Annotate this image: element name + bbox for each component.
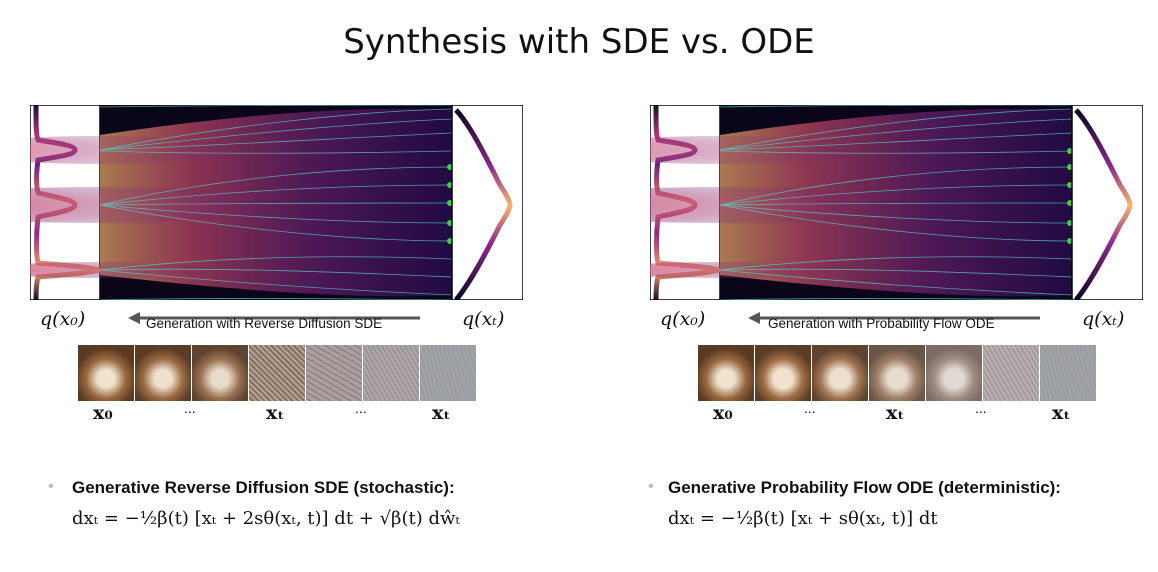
generation-arrow bbox=[748, 312, 1040, 324]
noise-density-box bbox=[451, 105, 523, 300]
strip-ellipsis: ... bbox=[355, 400, 367, 416]
arrow-label: Generation with Probability Flow ODE bbox=[768, 316, 995, 331]
sde-heading: Generative Reverse Diffusion SDE (stocha… bbox=[72, 478, 455, 497]
strip-ellipsis: ... bbox=[975, 400, 987, 416]
image-strip bbox=[698, 345, 1096, 401]
stream-lines bbox=[719, 105, 1073, 300]
image-thumb bbox=[249, 345, 305, 401]
strip-label-x0: x₀ bbox=[713, 402, 733, 424]
image-thumb bbox=[192, 345, 248, 401]
image-thumb bbox=[812, 345, 868, 401]
generation-arrow bbox=[128, 312, 420, 324]
strip-ellipsis: ... bbox=[184, 400, 196, 416]
strip-label-xt: xₜ bbox=[886, 402, 905, 424]
image-thumb bbox=[698, 345, 754, 401]
strip-label-xT: xₜ bbox=[1052, 402, 1071, 424]
left-dist-label: q(x₀) bbox=[660, 308, 706, 330]
image-thumb bbox=[1040, 345, 1096, 401]
ode-panel: q(x₀) Generation with Probability Flow O… bbox=[620, 0, 1158, 572]
slide-title: Synthesis with SDE vs. ODE bbox=[343, 22, 815, 62]
arrow-label: Generation with Reverse Diffusion SDE bbox=[146, 316, 383, 331]
right-dist-label: q(xₜ) bbox=[462, 308, 505, 330]
left-dist-label: q(x₀) bbox=[40, 308, 86, 330]
image-thumb bbox=[755, 345, 811, 401]
noise-density-box bbox=[1071, 105, 1143, 300]
image-thumb bbox=[363, 345, 419, 401]
stream-lines bbox=[99, 105, 453, 300]
strip-ellipsis: ... bbox=[804, 400, 816, 416]
image-thumb bbox=[983, 345, 1039, 401]
ode-heading: Generative Probability Flow ODE (determi… bbox=[668, 478, 1061, 497]
strip-label-x0: x₀ bbox=[93, 402, 113, 424]
right-dist-label: q(xₜ) bbox=[1082, 308, 1125, 330]
sde-flow-diagram bbox=[30, 105, 523, 300]
ode-flow-diagram bbox=[650, 105, 1143, 300]
bullet-dot: • bbox=[48, 478, 54, 495]
noise-density-curve bbox=[1074, 108, 1133, 300]
strip-label-xT: xₜ bbox=[432, 402, 451, 424]
bullet-dot: • bbox=[648, 478, 654, 495]
sde-equation: dxₜ = −½β(t) [xₜ + 2sθ(xₜ, t)] dt + √β(t… bbox=[72, 508, 460, 529]
image-thumb bbox=[420, 345, 476, 401]
image-thumb bbox=[869, 345, 925, 401]
ode-equation: dxₜ = −½β(t) [xₜ + sθ(xₜ, t)] dt bbox=[668, 508, 938, 529]
sde-panel: q(x₀) Generation with Reverse Diffusion … bbox=[0, 0, 560, 572]
image-strip bbox=[78, 345, 476, 401]
image-thumb bbox=[78, 345, 134, 401]
image-thumb bbox=[926, 345, 982, 401]
strip-label-xt: xₜ bbox=[266, 402, 285, 424]
image-thumb bbox=[135, 345, 191, 401]
noise-density-curve bbox=[454, 108, 513, 300]
image-thumb bbox=[306, 345, 362, 401]
